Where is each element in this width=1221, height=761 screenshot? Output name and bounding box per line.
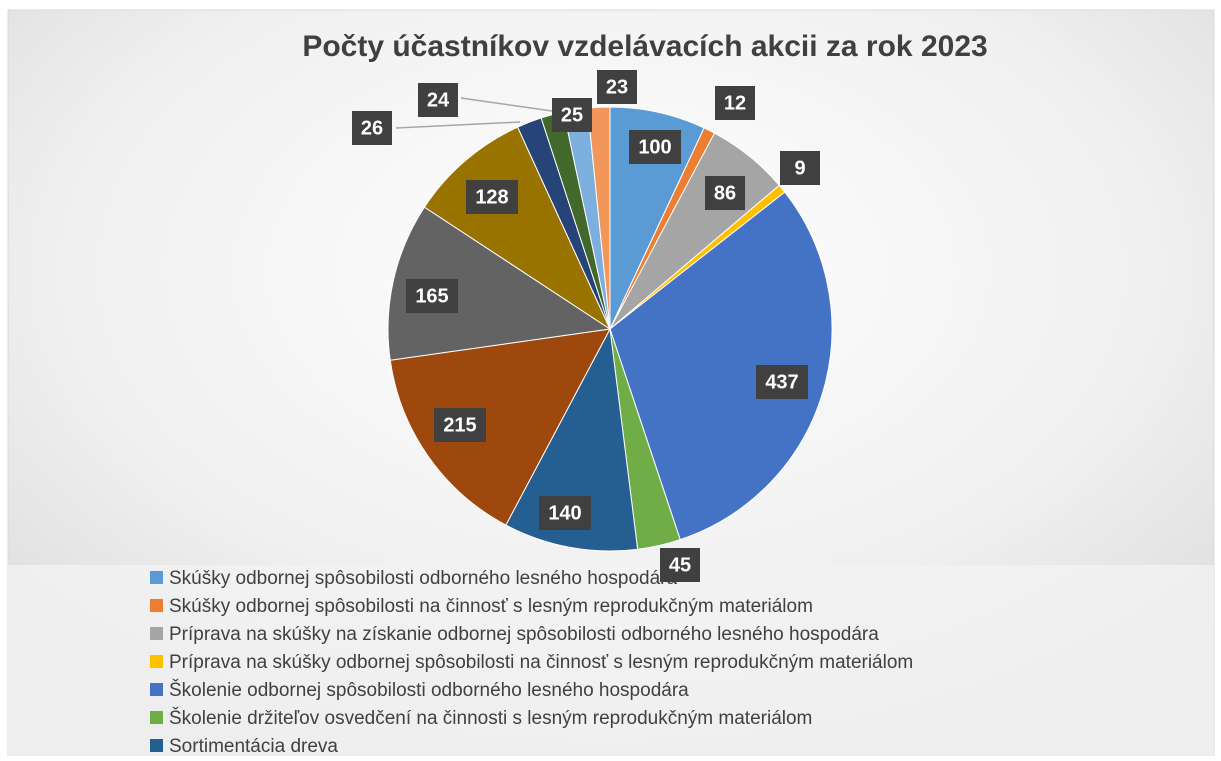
pie-slice (505, 327, 639, 552)
data-label-box (539, 496, 591, 530)
legend-swatch (150, 599, 163, 612)
data-label-box (352, 111, 392, 145)
data-label-box (780, 151, 820, 185)
data-label-box (715, 86, 755, 120)
chart-title: Počty účastníkov vzdelávacích akcii za r… (302, 30, 987, 63)
data-label: 140 (548, 502, 581, 524)
legend-swatch (150, 711, 163, 724)
data-label: 100 (638, 136, 671, 158)
data-label-box (434, 408, 486, 442)
data-label-box (552, 98, 592, 132)
data-label: 165 (415, 285, 448, 307)
data-label: 215 (443, 414, 476, 436)
data-label-box (660, 548, 700, 582)
pie-slice (387, 206, 612, 361)
pie-slice (389, 328, 611, 526)
data-label-box (629, 130, 681, 164)
data-label: 9 (794, 157, 805, 179)
legend-swatch (150, 655, 163, 668)
legend-label: Školenie držiteľov osvedčení na činnosti… (169, 707, 812, 729)
legend-label: Príprava na skúšky na získanie odbornej … (169, 624, 879, 645)
legend-label: Sortimentácia dreva (169, 736, 338, 756)
data-label: 24 (427, 89, 450, 111)
data-label-box (705, 176, 745, 210)
data-label: 128 (475, 186, 508, 208)
leader-line (460, 97, 553, 112)
data-label: 86 (714, 182, 736, 204)
pie-slice (423, 126, 612, 331)
legend-swatch (150, 683, 163, 696)
data-label: 12 (724, 92, 746, 114)
legend-swatch (150, 739, 163, 752)
legend-swatch (150, 627, 163, 640)
data-label-box (756, 365, 808, 399)
pie-slice (609, 191, 833, 541)
data-label-box (406, 279, 458, 313)
legend-label: Skúšky odbornej spôsobilosti odborného l… (169, 568, 678, 589)
legend-swatch (150, 571, 163, 584)
leader-line (395, 121, 521, 129)
data-label: 23 (606, 76, 628, 98)
legend-area (8, 565, 1214, 756)
data-label-box (466, 180, 518, 214)
data-label: 45 (669, 554, 691, 576)
legend-label: Príprava na skúšky odbornej spôsobilosti… (169, 652, 913, 673)
legend-label: Školenie odbornej spôsobilosti odborného… (169, 679, 689, 701)
data-label: 437 (765, 371, 798, 393)
data-label: 26 (361, 117, 383, 139)
data-label-box (597, 70, 637, 104)
legend-label: Skúšky odbornej spôsobilosti na činnosť … (169, 596, 813, 617)
data-label-box (418, 83, 458, 117)
data-label: 25 (561, 104, 583, 126)
